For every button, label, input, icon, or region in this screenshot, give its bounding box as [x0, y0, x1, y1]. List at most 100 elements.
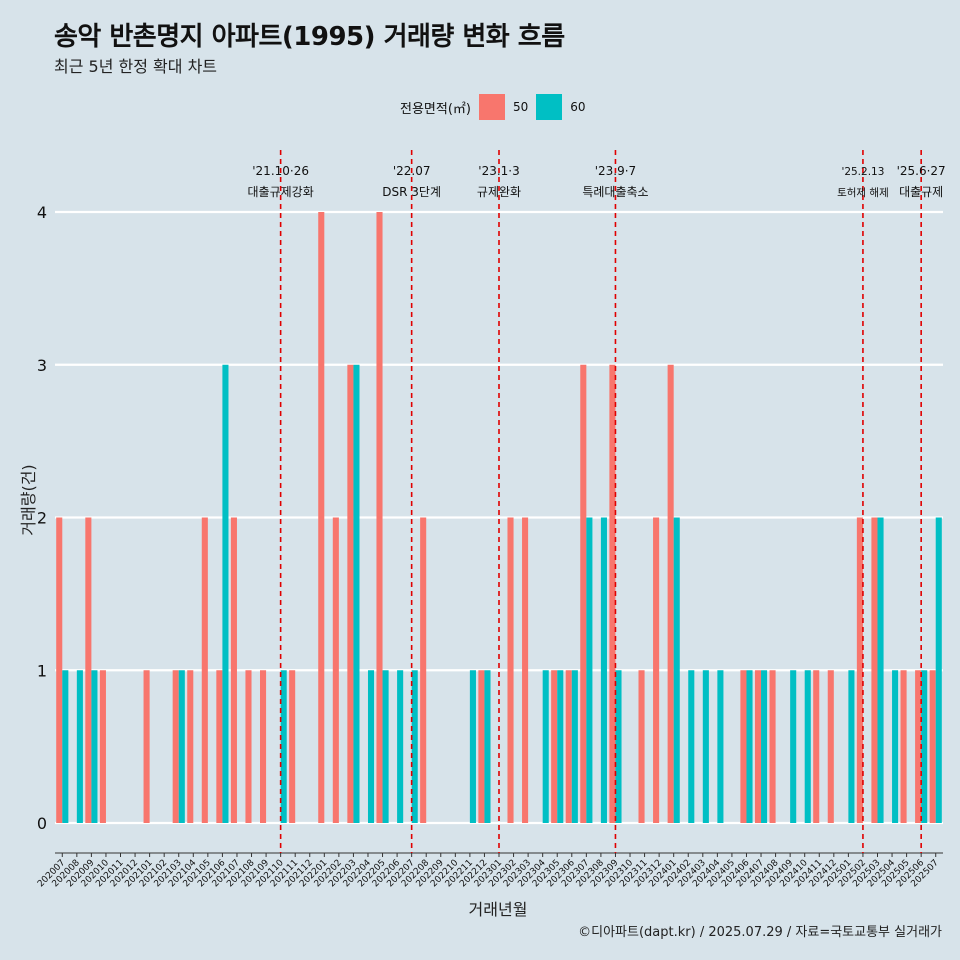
bar-50-202103	[172, 670, 179, 823]
bar-60-202404	[717, 670, 724, 823]
bar-60-202507	[935, 517, 942, 823]
bar-50-202109	[260, 670, 267, 823]
bar-50-202311	[638, 670, 645, 823]
legend-swatch-60	[536, 94, 563, 120]
bar-60-202106	[222, 364, 229, 823]
bar-50-202107	[230, 517, 237, 823]
bar-50-202306	[565, 670, 572, 823]
bar-60-202204	[367, 670, 375, 823]
chart-title: 송악 반촌명지 아파트(1995) 거래량 변화 흐름	[54, 22, 565, 52]
bar-60-202309	[615, 670, 622, 823]
bar-50-202108	[245, 670, 252, 823]
bar-60-202501	[848, 670, 855, 823]
bar-50-202104	[187, 670, 194, 823]
event-name-label: 대출규제강화	[248, 185, 314, 199]
bar-60-202206	[397, 670, 404, 823]
bar-60-202211	[469, 670, 476, 823]
bar-60-202009	[91, 670, 98, 823]
bar-60-202008	[76, 670, 83, 823]
event-name-label: DSR 3단계	[382, 185, 441, 199]
event-name-label: 토허제 해제	[837, 186, 889, 199]
bar-50-202408	[769, 670, 776, 823]
y-tick-label: 2	[37, 509, 47, 528]
bar-60-202308	[600, 517, 607, 823]
bar-60-202504	[892, 670, 899, 823]
event-name-label: 규제완화	[477, 185, 521, 199]
bar-50-202208	[420, 517, 427, 823]
bar-60-202212	[484, 670, 491, 823]
bar-60-202401	[673, 517, 680, 823]
bar-60-202203	[353, 364, 360, 823]
bar-50-202307	[580, 364, 587, 823]
bar-60-202205	[382, 670, 389, 823]
bar-50-202411	[813, 670, 820, 823]
legend-label-60: 60	[570, 100, 586, 114]
bar-60-202403	[702, 670, 709, 823]
event-date-label: '22.07	[393, 164, 431, 178]
bar-50-202503	[871, 517, 878, 823]
bar-60-202110	[280, 670, 287, 823]
bar-50-202205	[376, 212, 383, 823]
bar-60-202007	[62, 670, 69, 823]
bar-50-202407	[754, 670, 762, 823]
bar-60-202410	[804, 670, 811, 823]
bar-50-202302	[507, 517, 514, 823]
bar-60-202207	[411, 670, 418, 823]
bar-50-202507	[929, 670, 936, 823]
legend-item-60: 60	[536, 94, 586, 120]
bar-60-202304	[542, 670, 549, 823]
event-date-label: '21.10·26	[252, 164, 309, 178]
bar-60-202503	[877, 517, 884, 823]
bar-60-202307	[586, 517, 593, 823]
y-tick-label: 0	[37, 814, 47, 833]
event-date-label: '25.6·27	[897, 164, 946, 178]
bar-50-202305	[551, 670, 558, 823]
legend-item-50: 50	[478, 94, 529, 120]
bar-50-202401	[667, 364, 674, 823]
bar-50-202312	[653, 517, 660, 823]
bar-50-202202	[332, 517, 339, 823]
bar-60-202409	[790, 670, 797, 823]
bar-50-202009	[85, 517, 92, 823]
y-tick-label: 1	[37, 661, 47, 680]
bar-50-202201	[318, 212, 325, 823]
y-tick-label: 3	[37, 356, 47, 375]
legend-swatch-50	[478, 94, 505, 120]
bar-50-202105	[201, 517, 208, 823]
bar-50-202412	[827, 670, 834, 823]
legend-label-50: 50	[512, 100, 529, 114]
bar-50-202309	[609, 364, 616, 823]
bar-50-202406	[740, 670, 747, 823]
event-date-label: '23.1·3	[478, 164, 519, 178]
event-name-label: 특례대출축소	[582, 185, 648, 199]
bar-60-202306	[571, 670, 578, 823]
legend-title: 전용면적(㎡)	[400, 101, 471, 117]
bar-50-202010	[99, 670, 106, 823]
bar-50-202303	[522, 517, 529, 823]
y-tick-label: 4	[37, 203, 47, 222]
source-caption: ©디아파트(dapt.kr) / 2025.07.29 / 자료=국토교통부 실…	[578, 925, 942, 940]
bar-50-202212	[478, 670, 485, 823]
bar-50-202111	[289, 670, 296, 823]
legend: 전용면적(㎡) 50 60	[400, 93, 594, 121]
y-axis-title: 거래량(건)	[19, 464, 38, 535]
bar-50-202203	[347, 364, 354, 823]
bar-50-202106	[216, 670, 223, 823]
chart-subtitle: 최근 5년 한정 확대 차트	[54, 57, 218, 76]
bar-60-202407	[761, 670, 768, 823]
bar-60-202305	[557, 670, 564, 823]
bar-50-202505	[900, 670, 907, 823]
bar-60-202402	[688, 670, 695, 823]
bar-50-202101	[143, 670, 150, 823]
bar-60-202506	[921, 670, 928, 823]
event-date-label: '25.2.13	[841, 166, 884, 178]
bar-50-202502	[856, 517, 863, 823]
bar-60-202406	[746, 670, 753, 823]
event-date-label: '23.9·7	[595, 164, 636, 178]
bar-50-202506	[915, 670, 922, 823]
bar-60-202103	[178, 670, 185, 823]
x-axis-title: 거래년월	[469, 900, 528, 919]
bar-50-202007	[56, 517, 63, 823]
event-name-label: 대출규제	[899, 185, 943, 199]
